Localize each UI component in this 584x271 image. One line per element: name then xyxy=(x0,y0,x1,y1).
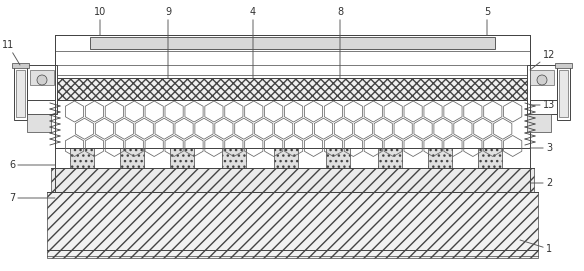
Circle shape xyxy=(537,75,547,85)
Bar xyxy=(30,70,54,85)
Bar xyxy=(55,100,530,148)
Bar xyxy=(478,148,502,168)
Text: 13: 13 xyxy=(530,100,555,110)
Bar xyxy=(222,148,246,168)
Text: 6: 6 xyxy=(9,160,55,170)
Bar xyxy=(557,65,570,120)
Text: 11: 11 xyxy=(2,40,20,65)
Bar xyxy=(12,63,29,68)
Text: 12: 12 xyxy=(530,50,555,70)
Bar xyxy=(326,148,350,168)
Bar xyxy=(70,148,94,168)
Bar xyxy=(55,78,530,100)
Bar xyxy=(16,70,25,117)
Bar xyxy=(527,114,551,132)
Text: 4: 4 xyxy=(250,7,256,78)
Text: 2: 2 xyxy=(530,178,552,188)
Bar xyxy=(27,114,51,132)
Bar xyxy=(27,100,55,114)
Text: 5: 5 xyxy=(484,7,490,35)
Circle shape xyxy=(37,75,47,85)
Text: 8: 8 xyxy=(337,7,343,78)
Bar xyxy=(530,70,554,85)
Bar xyxy=(274,148,298,168)
Bar xyxy=(559,70,568,117)
Bar xyxy=(530,100,557,114)
Bar xyxy=(378,148,402,168)
Bar xyxy=(14,65,27,120)
Bar xyxy=(47,192,538,258)
Bar xyxy=(51,168,534,192)
Text: 10: 10 xyxy=(94,7,106,35)
Text: 9: 9 xyxy=(165,7,171,78)
Bar xyxy=(27,65,57,114)
Text: 3: 3 xyxy=(530,143,552,153)
Bar xyxy=(90,37,495,49)
Bar xyxy=(428,148,452,168)
Bar xyxy=(55,35,530,78)
Bar xyxy=(120,148,144,168)
Bar xyxy=(170,148,194,168)
Text: 7: 7 xyxy=(9,193,55,203)
Text: 1: 1 xyxy=(520,240,552,254)
Bar xyxy=(527,65,557,114)
Bar xyxy=(555,63,572,68)
